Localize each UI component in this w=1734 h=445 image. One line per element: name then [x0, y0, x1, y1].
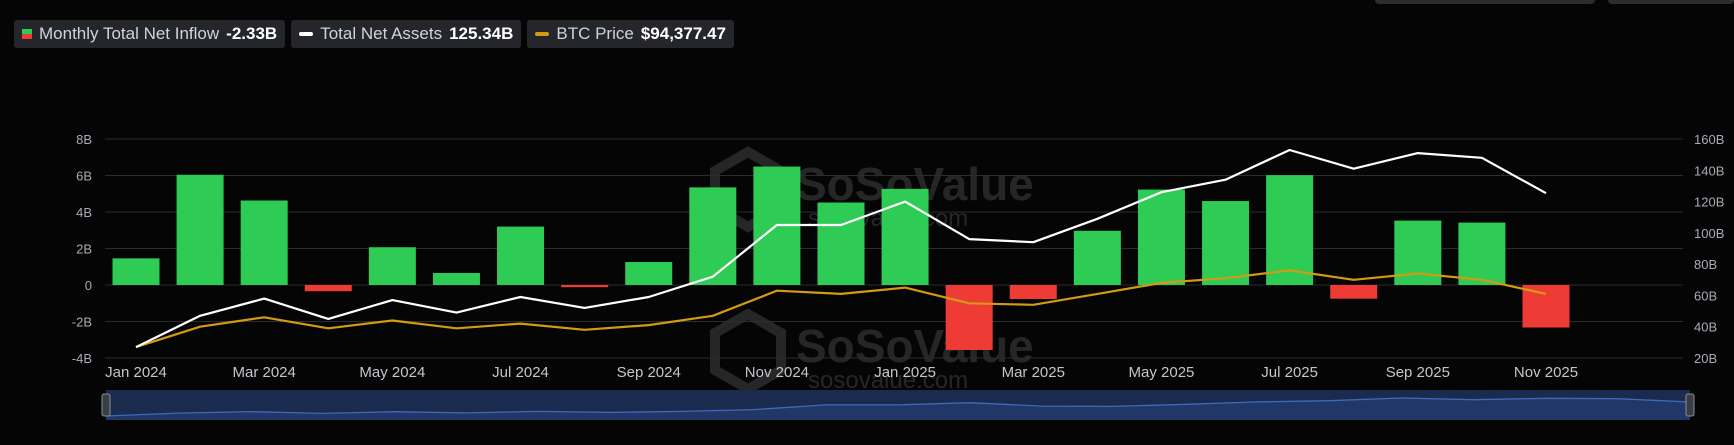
x-tick-label: Mar 2025 [1002, 364, 1065, 381]
inflow-bar [881, 188, 929, 285]
inflow-bar [1522, 285, 1570, 328]
y-left-tick-label: -4B [72, 351, 92, 366]
inflow-bar [1009, 285, 1057, 300]
x-tick-label: Jul 2025 [1261, 364, 1318, 381]
assets-swatch-icon [299, 32, 314, 36]
line-layer [135, 148, 1547, 349]
top-tab-2[interactable] [1608, 0, 1734, 4]
x-tick-label: May 2025 [1129, 364, 1195, 381]
y-right-tick-label: 80B [1694, 257, 1717, 272]
inflow-bar [817, 202, 865, 285]
y-right-tick-label: 120B [1694, 195, 1724, 210]
legend-inflow[interactable]: Monthly Total Net Inflow -2.33B [14, 20, 286, 48]
navigator-area [106, 398, 1690, 420]
inflow-bar [368, 247, 416, 285]
y-left-tick-label: -2B [72, 315, 92, 330]
inflow-bar [1202, 201, 1250, 285]
inflow-bar [497, 226, 545, 285]
x-tick-label: Nov 2025 [1514, 364, 1578, 381]
x-tick-label: Jul 2024 [492, 364, 549, 381]
x-tick-label: Jan 2025 [874, 364, 936, 381]
btc-swatch-icon [535, 32, 550, 36]
inflow-bar [945, 285, 993, 350]
navigator-line [105, 397, 1691, 417]
inflow-bar [240, 200, 288, 285]
inflow-bar [1137, 189, 1185, 285]
watermark-url: sosovalue.com [808, 367, 968, 394]
y-right-tick-label: 40B [1694, 320, 1717, 335]
y-right-tick-label: 100B [1694, 226, 1724, 241]
inflow-swatch-icon [22, 29, 32, 39]
btc-price-line [135, 269, 1547, 349]
navigator-right-handle[interactable] [1685, 393, 1695, 417]
x-tick-label: Sep 2025 [1386, 364, 1450, 381]
x-tick-label: May 2024 [359, 364, 425, 381]
y-left-tick-label: 0 [85, 278, 92, 293]
inflow-bar [689, 187, 737, 285]
legend-btc[interactable]: BTC Price $94,377.47 [527, 20, 734, 48]
inflow-bar [304, 285, 352, 292]
watermark-hexagon [710, 308, 786, 395]
legend-assets-label: Total Net Assets [320, 24, 443, 43]
legend-assets[interactable]: Total Net Assets 125.34B [291, 20, 522, 48]
inflow-bar [112, 258, 160, 285]
inflow-bar [176, 174, 224, 285]
total-net-assets-line [135, 148, 1547, 349]
legend-inflow-label: Monthly Total Net Inflow [39, 24, 220, 43]
inflow-bar [625, 262, 673, 285]
legend-inflow-value: -2.33B [226, 24, 278, 43]
navigator[interactable] [101, 390, 1695, 420]
y-right-tick-label: 160B [1694, 132, 1724, 147]
inflow-bar [1266, 175, 1314, 285]
legend-btc-value: $94,377.47 [640, 24, 726, 43]
chart-legend: Monthly Total Net Inflow -2.33B Total Ne… [14, 20, 734, 48]
y-left-tick-label: 4B [76, 205, 92, 220]
inflow-bar [432, 272, 480, 285]
x-tick-label: Mar 2024 [232, 364, 295, 381]
y-left-tick-label: 2B [76, 242, 92, 257]
x-tick-label: Sep 2024 [617, 364, 681, 381]
inflow-bar [561, 285, 609, 288]
y-right-tick-label: 60B [1694, 288, 1717, 303]
y-left-tick-label: 6B [76, 169, 92, 184]
legend-btc-label: BTC Price [556, 24, 634, 43]
y-right-tick-label: 20B [1694, 351, 1717, 366]
axis-layer: -4B -2B 0 2B 4B 6B 8B 20B 40B 60B 80B 100B 120B 140B 1… [72, 132, 1725, 381]
inflow-bar [1073, 230, 1121, 285]
x-tick-label: Nov 2024 [745, 364, 809, 381]
inflow-bar [1458, 222, 1506, 285]
inflow-bar [1330, 285, 1378, 299]
y-right-tick-label: 140B [1694, 163, 1724, 178]
bar-layer [112, 166, 1570, 350]
top-tab-1[interactable] [1375, 0, 1595, 4]
legend-assets-value: 125.34B [449, 24, 514, 43]
x-tick-label: Jan 2024 [105, 364, 167, 381]
y-left-tick-label: 8B [76, 132, 92, 147]
navigator-left-handle[interactable] [101, 393, 111, 417]
watermark-brand: SoSoValue [796, 320, 1034, 372]
